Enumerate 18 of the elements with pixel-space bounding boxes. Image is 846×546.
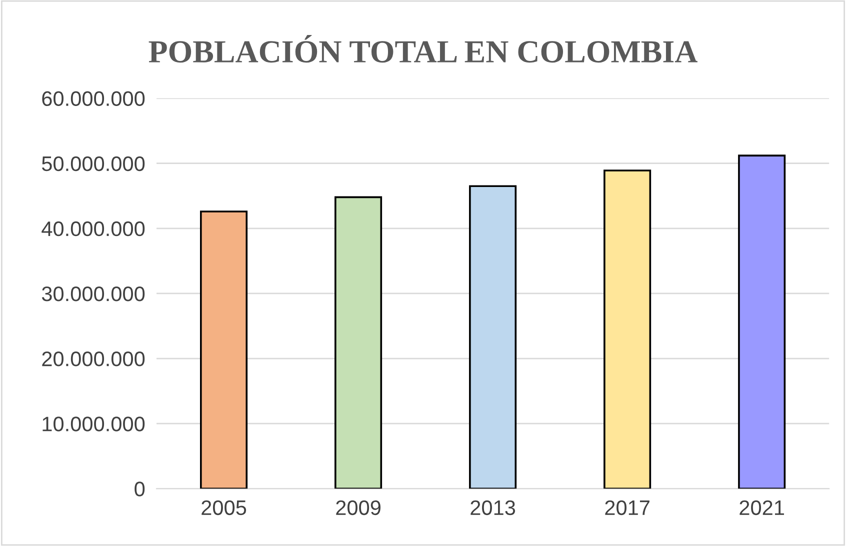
x-tick-label: 2021	[740, 500, 784, 516]
bar	[604, 170, 652, 489]
y-tick-label: 20.000.000	[42, 352, 145, 366]
y-tick-label: 30.000.000	[42, 286, 145, 302]
x-tick-label: 2017	[605, 500, 650, 516]
y-tick-label: 40.000.000	[42, 221, 145, 236]
y-tick-label: 10.000.000	[42, 416, 145, 432]
bar	[200, 210, 248, 489]
chart-title: POBLACIÓN TOTAL EN COLOMBIA	[148, 34, 698, 63]
x-tick-label: 2013	[470, 500, 516, 516]
y-tick-label: 60.000.000	[42, 91, 145, 106]
bar	[469, 185, 517, 489]
y-tick-label: 50.000.000	[42, 156, 145, 172]
x-tick-label: 2005	[202, 500, 246, 516]
x-tick-label: 2009	[336, 500, 380, 516]
y-tick-label: 0	[134, 482, 145, 496]
bar	[334, 196, 382, 489]
bar	[738, 154, 786, 489]
